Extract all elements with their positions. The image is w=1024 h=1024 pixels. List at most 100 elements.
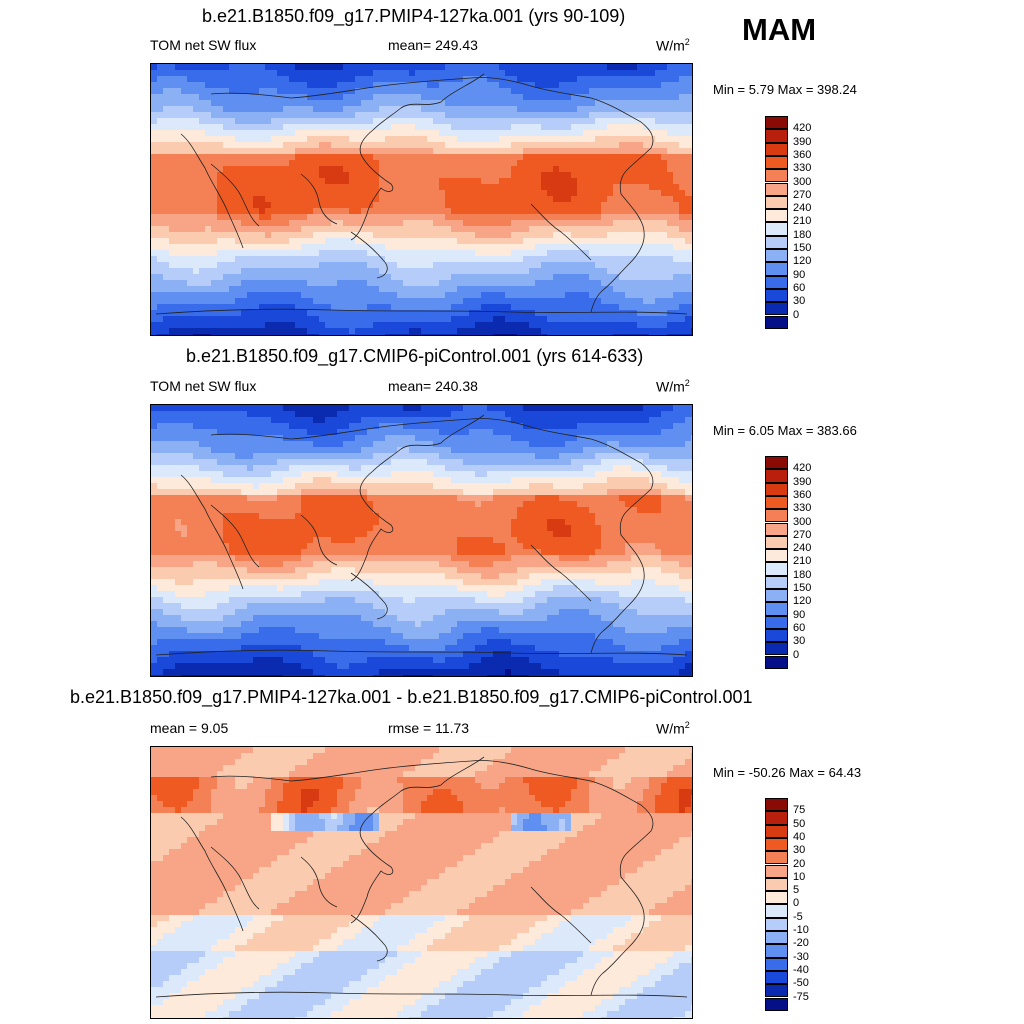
colorbar-tick-label: 120 (793, 255, 812, 268)
colorbar-box (765, 169, 788, 183)
panel-3-map (150, 746, 693, 1019)
coastline-path (350, 231, 388, 279)
contour-field (151, 64, 692, 335)
colorbar-tick-label: 75 (793, 804, 806, 817)
colorbar-box (765, 275, 788, 289)
coastline-path (300, 514, 338, 566)
colorbar-box (765, 235, 788, 249)
colorbar-box (765, 495, 788, 510)
coastline-path (350, 914, 388, 962)
coastline-path (210, 846, 260, 910)
colorbar-box (765, 642, 788, 656)
coastline-path (300, 173, 338, 225)
colorbar-tick-label: 390 (793, 475, 812, 488)
colorbar-box (765, 195, 788, 210)
colorbar-tick-label: 90 (793, 608, 806, 621)
coastline-path (350, 756, 485, 924)
panel-2-minmax: Min = 6.05 Max = 383.66 (713, 423, 857, 438)
colorbar-tick-label: 180 (793, 568, 812, 581)
colorbar-box (765, 129, 788, 143)
panel-2-units: W/m2 (656, 378, 690, 395)
colorbar-tick-label: 210 (793, 215, 812, 228)
colorbar-tick-label: 40 (793, 830, 806, 843)
panel-2-left-label: TOM net SW flux (150, 378, 257, 394)
colorbar-box (765, 522, 788, 536)
colorbar-tick-label: 150 (793, 582, 812, 594)
colorbar-box (765, 116, 788, 130)
coastline-path (155, 308, 688, 315)
panel-3-title: b.e21.B1850.f09_g17.PMIP4-127ka.001 - b.… (70, 687, 753, 707)
colorbar-tick-label: 270 (793, 188, 812, 201)
panel-1-colorbar: 420 390 360 330 300 270 240 210 180 150 120 90 60 30 0 (765, 116, 845, 329)
colorbar-box (765, 302, 788, 316)
colorbar-tick-label: 0 (793, 648, 800, 661)
panel-1-mean-label: mean= 249.43 (388, 37, 478, 53)
colorbar-tick-label: 0 (793, 308, 800, 321)
colorbar-box (765, 957, 788, 971)
coastline-path (530, 886, 592, 944)
panel-2-colorbar: 420 390 360 330 300 270 240 210 180 150 120 90 60 30 0 (765, 456, 845, 669)
season-label: MAM (742, 12, 817, 47)
colorbar-tick-label: 180 (793, 228, 812, 241)
panel-1-title: b.e21.B1850.f09_g17.PMIP4-127ka.001 (yrs… (202, 6, 626, 26)
colorbar-box (765, 222, 788, 236)
colorbar-tick-label: 270 (793, 528, 812, 541)
coastline-path (350, 414, 485, 582)
colorbar-box (765, 931, 788, 945)
coastline-path (155, 649, 688, 656)
colorbar-tick-label: -20 (793, 937, 809, 950)
panel-3-rmse-label: rmse = 11.73 (388, 720, 470, 736)
colorbar-tick-label: 330 (793, 162, 812, 175)
colorbar-tick-label: -75 (793, 990, 809, 1003)
colorbar-tick-label: -5 (793, 910, 803, 923)
colorbar-box (765, 549, 788, 563)
panel-2-mean-label: mean= 240.38 (388, 378, 478, 394)
colorbar-box (765, 155, 788, 170)
coastline-path (300, 856, 338, 908)
colorbar-box (765, 262, 788, 276)
colorbar-tick-label: 10 (793, 870, 806, 883)
coastline-path (180, 133, 244, 249)
coastline-path (350, 73, 485, 241)
coastline-path (180, 474, 244, 590)
coastlines (155, 414, 688, 656)
coastlines (155, 756, 688, 998)
colorbar-box (765, 535, 788, 550)
colorbar-tick-label: 30 (793, 844, 806, 857)
colorbar-box (765, 811, 788, 825)
colorbar-tick-label: 390 (793, 135, 812, 148)
panel-2-map (150, 404, 693, 677)
colorbar-tick-label: 30 (793, 295, 806, 308)
colorbar-box (765, 509, 788, 523)
panel-1-minmax: Min = 5.79 Max = 398.24 (713, 82, 857, 97)
panel-3-mean-label: mean = 9.05 (150, 720, 229, 736)
colorbar-tick-label: 60 (793, 281, 806, 294)
colorbar-tick-label: -10 (793, 924, 809, 936)
coastline-path (530, 544, 592, 602)
colorbar-tick-label: 90 (793, 268, 806, 281)
colorbar-tick-label: 0 (793, 897, 800, 910)
colorbar-tick-label: -30 (793, 950, 809, 963)
colorbar-box (765, 851, 788, 865)
colorbar-box (765, 997, 788, 1011)
panel-1-map (150, 63, 693, 336)
colorbar-tick-label: 420 (793, 122, 812, 135)
coastline-path (180, 816, 244, 932)
colorbar-box (765, 288, 788, 303)
colorbar-tick-label: 30 (793, 635, 806, 648)
colorbar-box (765, 469, 788, 483)
panel-3-colorbar: 75 50 40 30 20 10 5 0 -5 -10 -20 -30 -40 -50 -75 (765, 798, 845, 1011)
colorbar-tick-label: 360 (793, 488, 812, 501)
contour-field (151, 747, 692, 1018)
colorbar-tick-label: 60 (793, 621, 806, 634)
colorbar-box (765, 798, 788, 812)
coastlines (155, 73, 688, 315)
colorbar-box (765, 628, 788, 643)
colorbar-box (765, 891, 788, 905)
coastline-path (210, 77, 654, 313)
coastline-path (210, 504, 260, 568)
panel-3-minmax: Min = -50.26 Max = 64.43 (713, 765, 862, 780)
colorbar-box (765, 589, 788, 603)
colorbar-box (765, 917, 788, 931)
panel-1-units: W/m2 (656, 37, 690, 54)
